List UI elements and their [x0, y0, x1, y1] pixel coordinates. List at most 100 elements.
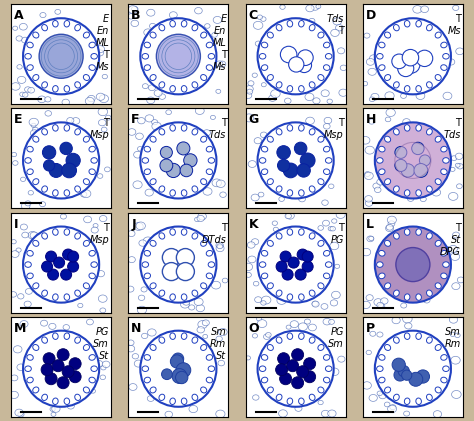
- Ellipse shape: [416, 85, 421, 92]
- Ellipse shape: [150, 32, 156, 38]
- Ellipse shape: [362, 81, 368, 86]
- Ellipse shape: [404, 229, 410, 235]
- Ellipse shape: [128, 340, 134, 345]
- Ellipse shape: [450, 332, 455, 336]
- Ellipse shape: [309, 324, 317, 331]
- Circle shape: [414, 163, 428, 177]
- Ellipse shape: [182, 294, 187, 300]
- Ellipse shape: [60, 214, 66, 219]
- Ellipse shape: [216, 89, 221, 93]
- Ellipse shape: [17, 364, 25, 370]
- Ellipse shape: [53, 190, 58, 196]
- Ellipse shape: [206, 377, 213, 383]
- Ellipse shape: [384, 75, 391, 80]
- Ellipse shape: [248, 161, 256, 168]
- Ellipse shape: [137, 306, 146, 314]
- Circle shape: [175, 371, 188, 384]
- Circle shape: [401, 370, 412, 380]
- Text: Rm: Rm: [210, 338, 227, 349]
- Ellipse shape: [142, 262, 148, 267]
- Circle shape: [47, 269, 59, 280]
- Ellipse shape: [309, 24, 315, 31]
- Ellipse shape: [423, 298, 430, 303]
- Ellipse shape: [264, 334, 270, 339]
- Ellipse shape: [22, 37, 28, 43]
- Ellipse shape: [142, 53, 148, 59]
- Ellipse shape: [435, 387, 441, 393]
- Circle shape: [392, 358, 405, 371]
- Ellipse shape: [451, 356, 460, 364]
- Ellipse shape: [287, 229, 292, 235]
- Circle shape: [295, 269, 306, 280]
- Circle shape: [287, 360, 299, 372]
- Ellipse shape: [63, 325, 70, 330]
- Ellipse shape: [89, 147, 95, 152]
- Ellipse shape: [322, 200, 328, 205]
- Ellipse shape: [159, 82, 165, 88]
- Ellipse shape: [333, 18, 342, 25]
- Ellipse shape: [38, 96, 46, 103]
- Ellipse shape: [374, 187, 381, 192]
- Ellipse shape: [93, 224, 98, 228]
- Ellipse shape: [50, 407, 55, 411]
- Ellipse shape: [83, 240, 90, 246]
- Ellipse shape: [18, 412, 24, 417]
- Ellipse shape: [104, 167, 110, 172]
- Ellipse shape: [64, 85, 70, 92]
- Ellipse shape: [212, 179, 221, 187]
- Ellipse shape: [55, 9, 61, 14]
- Ellipse shape: [18, 76, 26, 83]
- Ellipse shape: [75, 129, 81, 135]
- Ellipse shape: [393, 233, 399, 239]
- Ellipse shape: [255, 41, 262, 46]
- Text: Tds: Tds: [209, 131, 227, 140]
- Ellipse shape: [251, 239, 259, 245]
- Ellipse shape: [127, 286, 134, 292]
- Ellipse shape: [33, 136, 39, 142]
- Ellipse shape: [401, 93, 407, 99]
- Ellipse shape: [365, 146, 374, 154]
- Text: P: P: [366, 322, 375, 335]
- Ellipse shape: [368, 68, 376, 75]
- Ellipse shape: [321, 304, 328, 309]
- Ellipse shape: [198, 320, 208, 328]
- Ellipse shape: [144, 65, 151, 70]
- Ellipse shape: [152, 120, 158, 125]
- Text: Ms: Ms: [213, 62, 227, 72]
- Text: T: T: [103, 50, 109, 60]
- Ellipse shape: [144, 250, 151, 256]
- Ellipse shape: [15, 409, 23, 416]
- Ellipse shape: [182, 229, 187, 235]
- Ellipse shape: [128, 231, 135, 237]
- Circle shape: [163, 248, 181, 266]
- Ellipse shape: [267, 240, 273, 246]
- Ellipse shape: [136, 133, 143, 139]
- Ellipse shape: [384, 32, 391, 38]
- Text: ML: ML: [95, 38, 109, 48]
- Ellipse shape: [212, 32, 218, 37]
- Ellipse shape: [376, 157, 383, 163]
- Ellipse shape: [128, 13, 134, 19]
- Ellipse shape: [169, 12, 177, 18]
- Circle shape: [41, 364, 53, 376]
- Ellipse shape: [11, 250, 19, 258]
- Ellipse shape: [285, 213, 292, 218]
- Circle shape: [409, 372, 423, 386]
- Ellipse shape: [75, 290, 81, 296]
- Ellipse shape: [331, 291, 340, 298]
- Circle shape: [297, 164, 310, 177]
- Ellipse shape: [247, 89, 253, 94]
- Ellipse shape: [261, 301, 266, 305]
- Ellipse shape: [267, 344, 273, 350]
- Ellipse shape: [208, 53, 215, 59]
- Ellipse shape: [89, 65, 95, 70]
- Ellipse shape: [248, 256, 256, 263]
- Ellipse shape: [393, 394, 399, 400]
- Ellipse shape: [100, 308, 106, 313]
- Ellipse shape: [261, 169, 268, 175]
- Ellipse shape: [21, 203, 30, 210]
- Ellipse shape: [128, 5, 137, 13]
- Ellipse shape: [170, 85, 175, 92]
- Circle shape: [140, 123, 217, 198]
- Circle shape: [162, 369, 172, 380]
